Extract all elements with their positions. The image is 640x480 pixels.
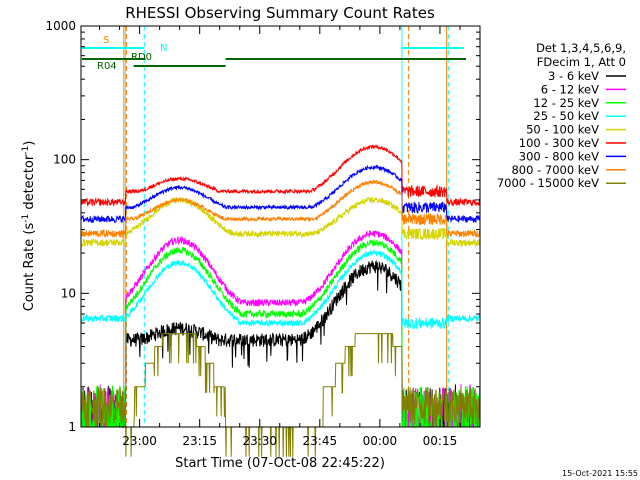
- flag-label-s: S: [103, 35, 109, 46]
- y-tick-label: 1000: [45, 19, 76, 33]
- x-tick-label: 23:45: [303, 434, 338, 448]
- x-axis: 23:00 23:15 23:30 23:45 00:00 00:15: [99, 26, 481, 448]
- x-tick-label: 00:00: [363, 434, 398, 448]
- legend-label: 300 - 800 keV: [519, 149, 599, 163]
- y-tick-label: 10: [61, 286, 76, 300]
- plot-frame: [80, 25, 481, 428]
- x-tick-label: 23:15: [182, 434, 217, 448]
- x-tick-label: 00:15: [423, 434, 458, 448]
- plot-area: S N RD0 R04: [80, 26, 481, 457]
- series-line-4: [80, 196, 481, 248]
- legend-label: 800 - 7000 keV: [511, 163, 599, 177]
- chart-title: RHESSI Observing Summary Count Rates: [125, 4, 435, 22]
- legend-label: 6 - 12 keV: [541, 82, 599, 96]
- legend-label: 100 - 300 keV: [519, 136, 599, 150]
- legend-label: 50 - 100 keV: [526, 123, 599, 137]
- series-line-3: [80, 249, 481, 330]
- y-tick-label: 1: [68, 420, 76, 434]
- y-tick-label: 100: [53, 153, 76, 167]
- legend-label: 7000 - 15000 keV: [497, 176, 599, 190]
- legend-header-1: Det 1,3,4,5,6,9,: [536, 41, 626, 55]
- legend-label: 12 - 25 keV: [533, 96, 599, 110]
- legend: Det 1,3,4,5,6,9, FDecim 1, Att 0 3 - 6 k…: [497, 41, 626, 190]
- flag-label-n: N: [160, 43, 167, 54]
- legend-label: 25 - 50 keV: [533, 109, 599, 123]
- series-line-6: [80, 164, 481, 224]
- x-tick-label: 23:30: [242, 434, 277, 448]
- series-line-5: [80, 144, 481, 207]
- y-axis: 1 10 100 1000: [45, 19, 480, 434]
- legend-header-2: FDecim 1, Att 0: [537, 55, 626, 69]
- x-tick-label: 23:00: [122, 434, 157, 448]
- legend-label: 3 - 6 keV: [548, 69, 599, 83]
- y-axis-title: Count Rate (s-1 detector-1): [21, 141, 37, 312]
- series-line-1: [80, 229, 480, 428]
- footer-date: 15-Oct-2021 15:55: [562, 469, 638, 478]
- flag-label-r04: R04: [97, 61, 117, 72]
- flag-label-rd0: RD0: [131, 52, 152, 63]
- x-axis-title: Start Time (07-Oct-08 22:45:22): [175, 456, 385, 471]
- series-line-7: [80, 179, 481, 239]
